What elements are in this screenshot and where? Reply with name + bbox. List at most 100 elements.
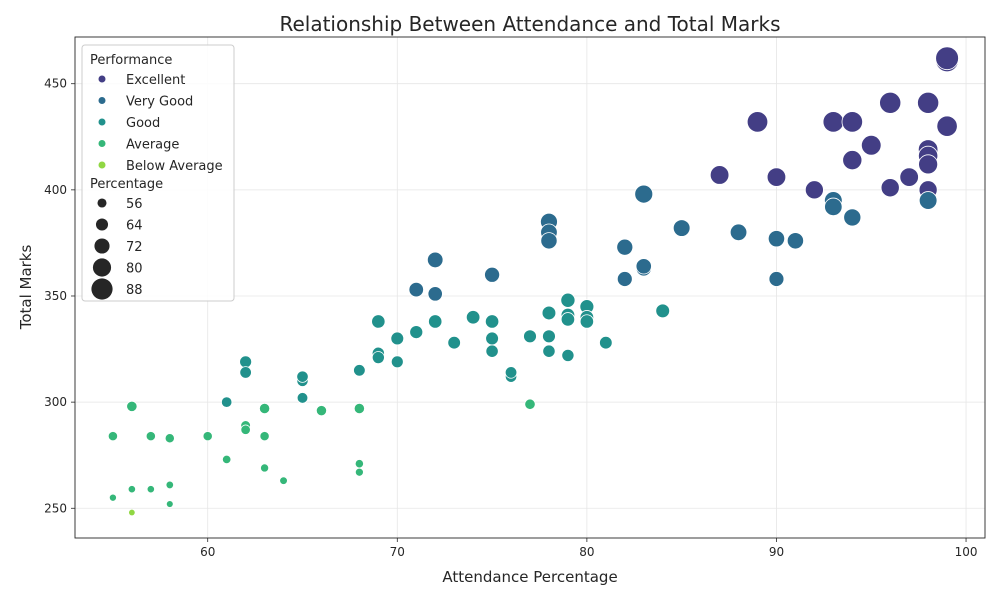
data-point xyxy=(804,180,824,200)
data-point xyxy=(918,154,939,175)
data-point xyxy=(353,402,365,415)
legend-size-title: Percentage xyxy=(90,177,163,192)
data-point xyxy=(484,314,500,329)
data-point xyxy=(128,508,136,517)
legend-size-marker xyxy=(92,258,112,277)
legend-hue-label: Excellent xyxy=(126,73,185,88)
x-axis-label: Attendance Percentage xyxy=(442,568,617,586)
y-tick-label: 400 xyxy=(44,183,67,197)
legend-box xyxy=(81,44,235,302)
data-point xyxy=(260,463,270,473)
data-point xyxy=(259,402,271,415)
data-point xyxy=(560,312,576,327)
data-point xyxy=(767,230,786,248)
legend-hue-marker xyxy=(98,161,106,169)
data-point xyxy=(408,281,424,298)
data-point xyxy=(427,286,443,302)
data-point xyxy=(390,355,404,369)
legend-hue-title: Performance xyxy=(90,53,172,68)
data-point xyxy=(127,485,136,494)
data-point xyxy=(220,396,233,408)
legend-size-marker xyxy=(95,218,109,231)
data-point xyxy=(880,178,900,198)
data-point xyxy=(822,111,845,133)
x-tick-label: 60 xyxy=(200,545,215,559)
data-point xyxy=(899,167,919,187)
data-point xyxy=(240,424,251,435)
data-point xyxy=(108,493,117,502)
data-point xyxy=(843,208,862,227)
data-point xyxy=(524,398,536,410)
x-axis: 60 70 80 90 100 xyxy=(200,538,977,559)
data-point xyxy=(936,115,958,137)
data-point xyxy=(165,500,174,508)
y-tick-label: 350 xyxy=(44,289,67,303)
data-point xyxy=(465,310,481,325)
legend-hue-marker xyxy=(98,118,106,126)
y-axis: 250 300 350 400 450 xyxy=(44,77,75,515)
data-point xyxy=(542,344,556,358)
data-point xyxy=(145,431,156,442)
data-point xyxy=(146,485,155,494)
data-point xyxy=(841,111,863,133)
data-point xyxy=(561,348,575,362)
x-tick-label: 80 xyxy=(579,545,594,559)
data-point xyxy=(296,392,309,404)
data-point xyxy=(766,167,787,187)
data-point xyxy=(579,314,594,329)
data-point xyxy=(371,351,385,365)
data-point xyxy=(239,355,253,369)
data-point xyxy=(746,111,769,133)
data-point xyxy=(279,476,288,485)
data-point xyxy=(485,344,499,358)
data-point xyxy=(447,335,461,350)
legend-size-label: 56 xyxy=(126,197,143,212)
data-point xyxy=(616,238,634,256)
legend-size-marker xyxy=(94,238,110,254)
data-point xyxy=(616,271,633,287)
plot-points xyxy=(107,46,959,517)
legend-size-label: 80 xyxy=(126,262,143,277)
y-tick-label: 250 xyxy=(44,501,67,515)
legend: Performance Excellent Very Good Good Averag… xyxy=(81,44,235,302)
data-point xyxy=(164,433,175,444)
data-point xyxy=(390,331,405,346)
data-point xyxy=(935,46,959,71)
data-point xyxy=(542,329,556,344)
data-point xyxy=(202,431,213,442)
x-tick-label: 90 xyxy=(769,545,784,559)
data-point xyxy=(107,431,118,442)
data-point xyxy=(768,271,785,287)
y-tick-label: 450 xyxy=(44,77,67,91)
data-point xyxy=(354,467,364,477)
legend-size-marker xyxy=(97,198,107,208)
y-axis-label: Total Marks xyxy=(17,245,35,331)
legend-hue-label: Very Good xyxy=(126,95,193,110)
data-point xyxy=(485,331,499,346)
legend-size-label: 64 xyxy=(126,219,143,234)
data-point xyxy=(635,258,652,275)
data-point xyxy=(259,431,270,442)
data-point xyxy=(655,303,671,319)
data-point xyxy=(860,134,882,156)
data-point xyxy=(672,219,691,237)
x-tick-label: 100 xyxy=(955,545,978,559)
data-point xyxy=(634,184,654,204)
legend-hue-marker xyxy=(98,97,106,104)
data-point xyxy=(296,370,309,383)
y-tick-label: 300 xyxy=(44,395,67,409)
data-point xyxy=(918,191,938,210)
legend-size-marker xyxy=(91,278,113,300)
chart-title: Relationship Between Attendance and Tota… xyxy=(279,12,780,36)
data-point xyxy=(541,305,557,321)
data-point xyxy=(917,91,940,114)
data-point xyxy=(729,223,748,242)
data-point xyxy=(126,400,138,412)
data-point xyxy=(222,454,232,465)
legend-hue-label: Average xyxy=(126,138,179,153)
data-point xyxy=(504,366,518,379)
data-point xyxy=(709,165,730,185)
data-point xyxy=(371,314,386,329)
data-point xyxy=(560,292,576,308)
